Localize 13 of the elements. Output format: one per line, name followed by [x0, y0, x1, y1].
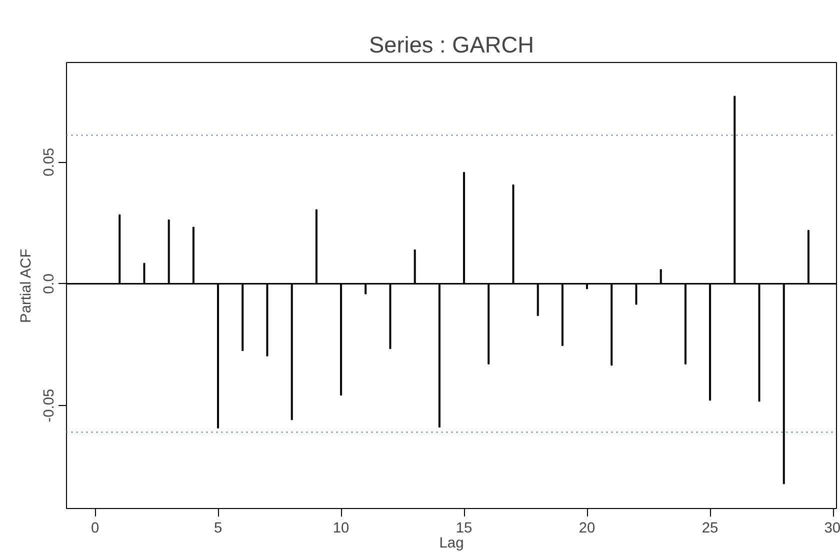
x-tick-label: 5: [214, 520, 222, 536]
x-tick-label: 20: [578, 520, 596, 536]
y-axis-title: Partial ACF: [18, 248, 34, 323]
x-tick-label: 30: [824, 520, 840, 536]
x-axis-title: Lag: [439, 536, 464, 552]
x-tick-label: 10: [332, 520, 350, 536]
chart-title: Series : GARCH: [369, 32, 534, 58]
y-tick-label: 0.0: [42, 274, 58, 294]
y-tick-label: 0.05: [42, 148, 58, 176]
x-tick-label: 15: [456, 520, 472, 536]
x-tick-label: 0: [90, 520, 100, 536]
y-tick-label: -0.05: [42, 388, 58, 422]
x-tick-label: 25: [702, 520, 718, 536]
